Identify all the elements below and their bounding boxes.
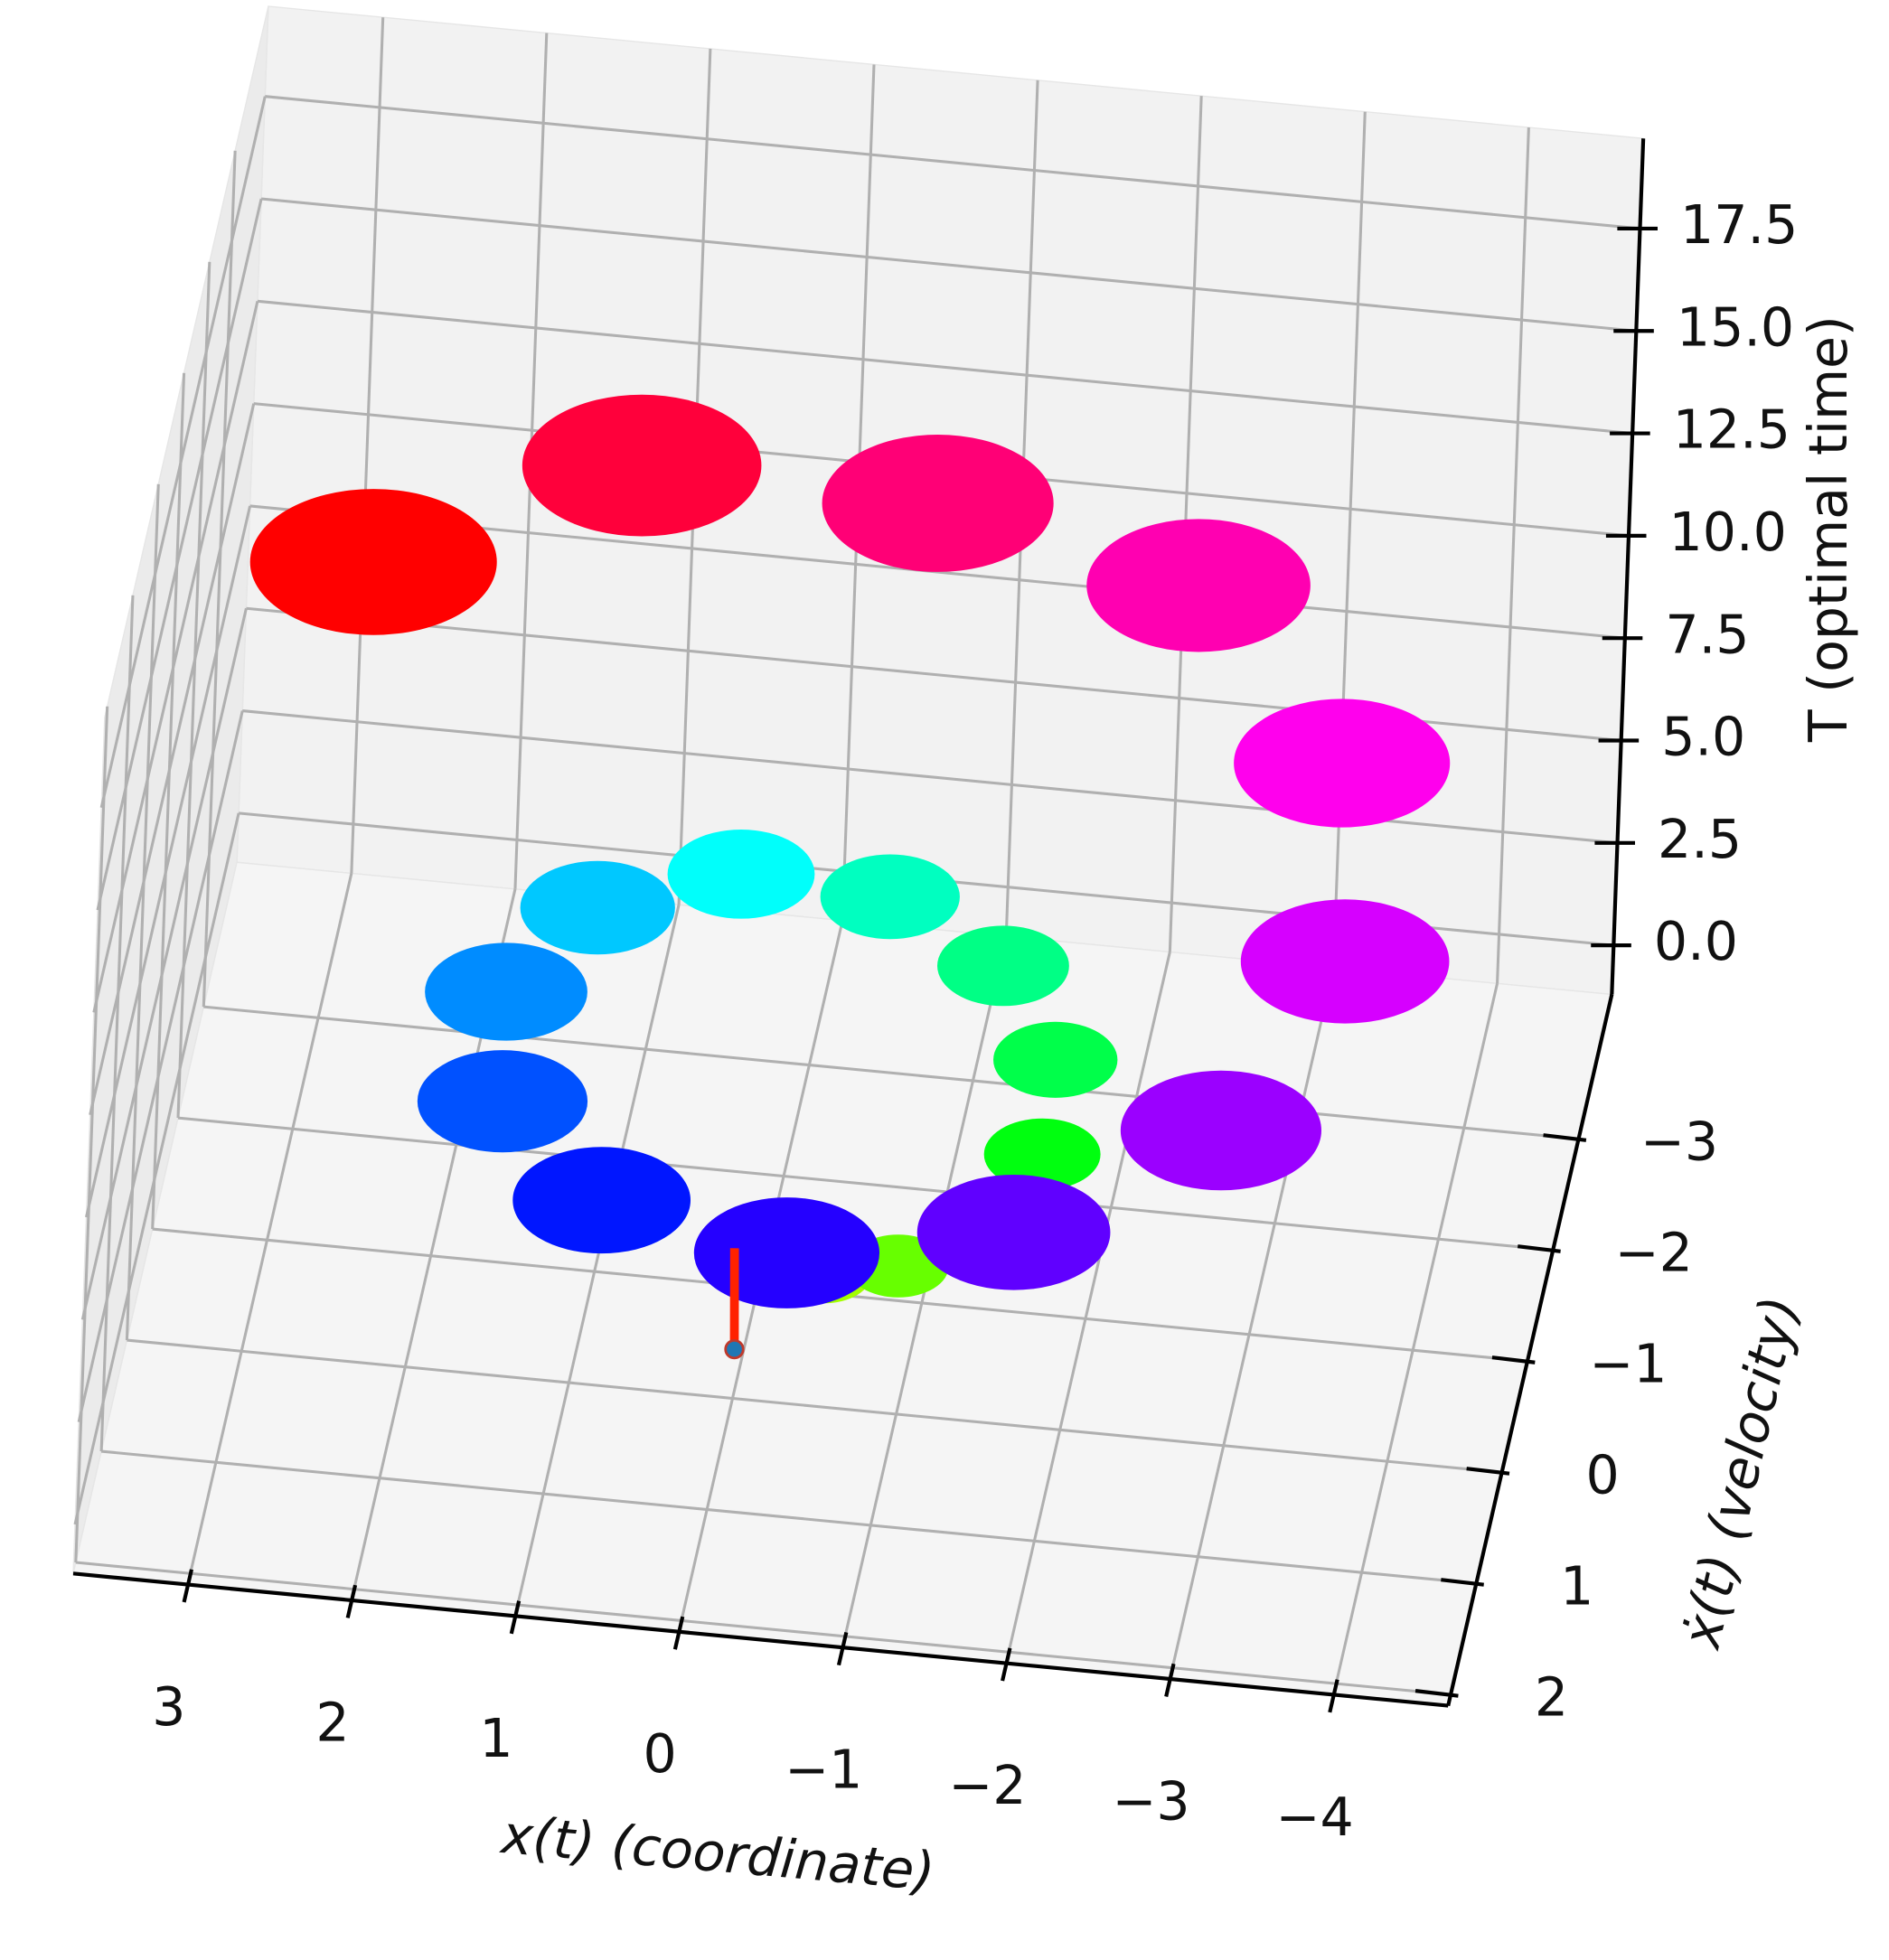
- grid-line: [1331, 982, 1499, 1695]
- grid-line: [74, 706, 109, 1563]
- y-tick: [1543, 1133, 1587, 1142]
- x-tick-label: 2: [315, 1692, 349, 1753]
- surface-point: [916, 1174, 1111, 1290]
- z-tick-label: 0.0: [1654, 911, 1738, 972]
- y-tick: [1414, 1689, 1459, 1698]
- surface-point: [249, 489, 497, 635]
- surface-point: [667, 830, 815, 919]
- x-tick-label: −3: [1112, 1770, 1189, 1832]
- surface-point: [1240, 899, 1450, 1024]
- y-tick: [1466, 1467, 1510, 1476]
- z-tick-label: 5.0: [1661, 707, 1745, 768]
- surface-point: [1120, 1070, 1322, 1191]
- surface-point: [512, 1147, 691, 1254]
- x-axis-label: x(t) (coordinate): [497, 1804, 937, 1903]
- y-tick-label: −3: [1640, 1111, 1718, 1172]
- surface-point: [820, 854, 960, 940]
- x-tick-label: 3: [152, 1676, 185, 1738]
- surface-point: [1086, 519, 1311, 652]
- grid-line: [350, 17, 385, 874]
- grid-line: [1168, 967, 1335, 1680]
- x-tick-label: −2: [948, 1755, 1026, 1816]
- z-axis: [1610, 138, 1646, 995]
- y-tick: [1441, 1578, 1484, 1587]
- y-tick-label: 1: [1560, 1555, 1593, 1617]
- y-tick-label: −1: [1589, 1333, 1667, 1394]
- z-tick-label: 17.5: [1680, 194, 1798, 256]
- grid-line: [100, 1449, 1477, 1585]
- x-tick-label: 1: [479, 1708, 512, 1769]
- grid-line: [127, 1338, 1502, 1474]
- z-tick-label: 15.0: [1677, 296, 1794, 358]
- x-axis: [72, 1571, 1449, 1708]
- grid-line: [257, 299, 1633, 436]
- grid-line: [1496, 127, 1530, 984]
- surface-point: [425, 942, 587, 1041]
- grid-line: [513, 904, 681, 1617]
- x-tick: [1001, 1647, 1012, 1682]
- surface-point: [937, 925, 1069, 1007]
- grid-line: [260, 197, 1637, 333]
- grid-line: [99, 96, 267, 809]
- y-axis: [1446, 994, 1614, 1707]
- grid-line: [151, 372, 186, 1230]
- grid-line: [177, 1116, 1554, 1252]
- grid-line: [80, 607, 248, 1320]
- y-tick: [1517, 1244, 1561, 1253]
- grid-line: [89, 403, 256, 1116]
- surface-point: [522, 394, 762, 537]
- z-tick-label: 2.5: [1658, 809, 1742, 870]
- y-tick-label: 2: [1535, 1666, 1568, 1728]
- y-tick-label: −2: [1615, 1222, 1693, 1283]
- grid-line: [85, 505, 252, 1218]
- grid-line: [125, 483, 160, 1341]
- surface-point: [417, 1050, 588, 1153]
- x-tick: [836, 1631, 849, 1666]
- grid-line: [99, 595, 135, 1452]
- z-tick-label: 10.0: [1669, 502, 1787, 563]
- grid-line: [186, 873, 353, 1585]
- grid-line: [96, 198, 263, 911]
- target-point: [724, 1338, 745, 1360]
- x-tick: [509, 1600, 522, 1635]
- y-tick: [1491, 1355, 1536, 1364]
- surface-point: [993, 1021, 1118, 1098]
- z-tick-label: 12.5: [1673, 399, 1790, 461]
- z-tick-label: 7.5: [1665, 604, 1749, 665]
- x-tick: [672, 1616, 685, 1650]
- surface-point: [520, 860, 675, 955]
- x-tick: [1328, 1679, 1339, 1713]
- y-axis-label: ẋ(t) (velocity): [1670, 1290, 1811, 1655]
- x-tick-label: −1: [785, 1740, 862, 1801]
- grid-line: [73, 812, 240, 1525]
- surface-point: [693, 1197, 880, 1308]
- y-tick-label: 0: [1585, 1444, 1619, 1505]
- z-axis-label: T (optimal time): [1798, 315, 1859, 743]
- x-tick-label: −4: [1275, 1787, 1353, 1848]
- x-tick-label: 0: [644, 1723, 677, 1785]
- grid-line: [203, 1005, 1579, 1140]
- grid-line: [265, 95, 1640, 230]
- grid-line: [1004, 952, 1171, 1664]
- grid-line: [92, 300, 259, 1013]
- surface-point: [822, 435, 1054, 572]
- grid-line: [77, 710, 244, 1422]
- grid-line: [75, 1561, 1452, 1696]
- x-tick: [182, 1569, 193, 1603]
- grid-line: [202, 150, 237, 1008]
- x-tick: [1164, 1663, 1176, 1697]
- surface-point: [1234, 699, 1451, 828]
- x-tick: [345, 1584, 358, 1618]
- surface-point: [983, 1118, 1101, 1190]
- grid-line: [176, 261, 211, 1119]
